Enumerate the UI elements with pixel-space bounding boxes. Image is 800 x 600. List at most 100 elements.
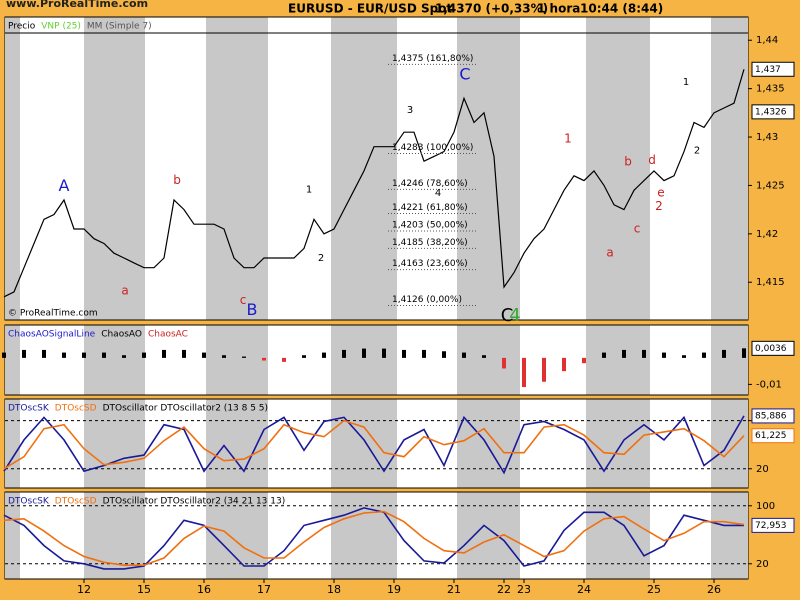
ao-bar [522, 357, 526, 388]
legend-entry: ChaosAO [101, 330, 142, 340]
wave-label: e [657, 186, 664, 200]
ao-bar [82, 352, 86, 358]
day-band [457, 17, 520, 320]
wave-label: 2 [655, 199, 663, 213]
day-band [586, 17, 650, 320]
wave-label: 2 [694, 146, 700, 157]
wave-label: 1 [683, 77, 689, 88]
x-tick-label: 16 [197, 583, 211, 596]
ao-bar [402, 349, 406, 358]
wave-label: b [624, 155, 632, 169]
watermark: © ProRealTime.com [8, 309, 98, 319]
day-band [711, 399, 748, 488]
wave-label: d [648, 153, 656, 167]
ao-bar [722, 349, 726, 358]
x-tick-label: 21 [447, 583, 461, 596]
last-value-box [751, 517, 795, 533]
y-tick-label: 1,42 [756, 229, 778, 240]
ao-bar [602, 352, 606, 358]
ao-bar [662, 352, 666, 358]
legend-entry: DTOscSD [55, 497, 97, 507]
ao-bar [42, 349, 46, 358]
day-band [206, 325, 268, 395]
day-band [5, 325, 20, 395]
wave-label: 2 [318, 253, 324, 264]
last-value-box [751, 428, 795, 444]
x-tick-label: 26 [707, 583, 721, 596]
last-value-box [751, 104, 795, 120]
ao-bar [742, 348, 746, 358]
ao-bar [142, 352, 146, 358]
x-tick-label: 17 [257, 583, 271, 596]
day-band [711, 325, 748, 395]
ao-bar [502, 357, 506, 369]
ao-bar [462, 352, 466, 358]
ao-bar [62, 352, 66, 358]
wave-label: 1 [306, 184, 312, 195]
chart-subtitle: 10:44 (8:44) [580, 2, 663, 16]
day-band [711, 17, 748, 320]
chart-title: EURUSD - EUR/USD Spot [288, 2, 452, 16]
fib-label: 1,4221 (61,80%) [392, 203, 468, 213]
y-tick-label: -0,01 [756, 379, 782, 390]
fib-label: 1,4185 (38,20%) [392, 238, 468, 248]
wave-label: B [247, 300, 258, 319]
last-value-label: 1,437 [755, 65, 781, 75]
x-tick-label: 12 [77, 583, 91, 596]
ao-bar [382, 348, 386, 358]
fib-label: 1,4163 (23,60%) [392, 259, 468, 269]
series-line [3, 419, 745, 470]
day-band [331, 399, 397, 488]
ao-bar [682, 355, 686, 358]
chart-subtitle: 1,4370 (+0,33%) [435, 2, 548, 16]
wave-label: C [501, 305, 514, 326]
ao-bar [182, 349, 186, 358]
day-band [331, 492, 397, 579]
wave-label: A [59, 176, 70, 195]
ao-bar [322, 352, 326, 358]
ao-bar [362, 348, 366, 358]
day-band [206, 17, 268, 320]
day-band [5, 17, 20, 320]
last-value-label: 72,953 [755, 521, 787, 531]
last-value-label: 1,4326 [755, 107, 787, 117]
legend-entry: DTOscSK [8, 404, 50, 414]
ao-bar [202, 352, 206, 358]
ao-bar [542, 357, 546, 382]
x-tick-label: 25 [647, 583, 661, 596]
ao-bar [162, 349, 166, 358]
last-value-label: 0,0036 [755, 344, 787, 354]
wave-label: a [606, 246, 613, 260]
wave-label: C [459, 65, 470, 84]
y-tick-label: 100 [756, 501, 775, 512]
watermark: www.ProRealTime.com [6, 0, 148, 10]
wave-label: a [121, 283, 128, 297]
legend-entry: ChaosAOSignalLine [8, 330, 96, 340]
y-tick-label: 1,435 [756, 84, 785, 95]
legend-entry: VNP (25) [41, 22, 81, 32]
ao-bar [302, 355, 306, 358]
wave-label: c [634, 222, 641, 236]
ao-bar [482, 355, 486, 358]
legend-entry: MM (Simple 7) [87, 22, 152, 32]
day-band [331, 325, 397, 395]
ao-bar [282, 357, 286, 362]
series-line [3, 507, 744, 570]
legend-entry: Precio [8, 22, 36, 32]
legend-entry: DTOscillator DTOscillator2 (13 8 5 5) [103, 404, 269, 414]
day-band [457, 399, 520, 488]
ao-bar [582, 357, 586, 364]
ao-bar [562, 357, 566, 372]
day-band [5, 492, 20, 579]
day-band [84, 325, 145, 395]
x-tick-label: 19 [387, 583, 401, 596]
last-value-box [751, 61, 795, 77]
series-line [3, 415, 745, 475]
chart-subtitle: 1 hora [537, 2, 580, 16]
day-band [586, 399, 650, 488]
ao-bar [2, 352, 6, 358]
fib-label: 1,4203 (50,00%) [392, 220, 468, 230]
ao-bar [122, 355, 126, 358]
